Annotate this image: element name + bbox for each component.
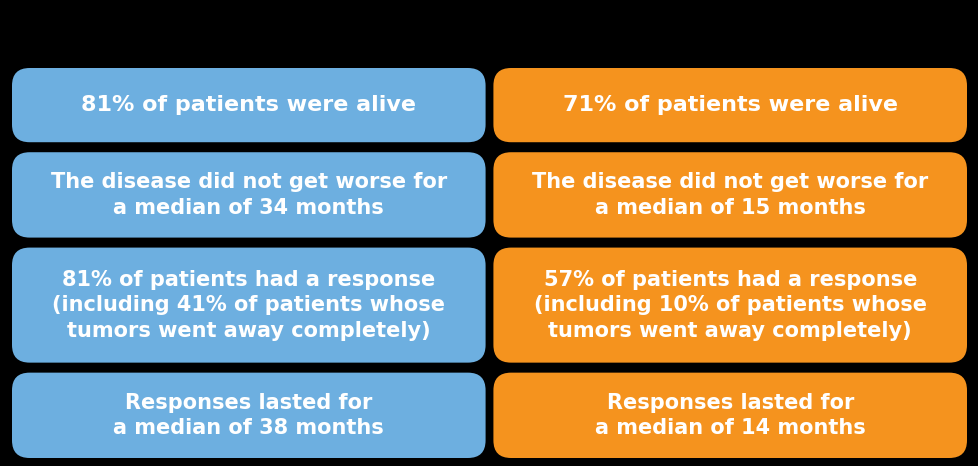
Text: Responses lasted for
a median of 14 months: Responses lasted for a median of 14 mont…: [595, 392, 865, 438]
Text: Responses lasted for
a median of 38 months: Responses lasted for a median of 38 mont…: [113, 392, 383, 438]
Text: The disease did not get worse for
a median of 34 months: The disease did not get worse for a medi…: [51, 172, 447, 218]
FancyBboxPatch shape: [12, 68, 485, 142]
FancyBboxPatch shape: [493, 68, 966, 142]
Text: 71% of patients were alive: 71% of patients were alive: [562, 95, 897, 115]
Text: 81% of patients had a response
(including 41% of patients whose
tumors went away: 81% of patients had a response (includin…: [52, 269, 445, 341]
FancyBboxPatch shape: [493, 373, 966, 458]
Text: 81% of patients were alive: 81% of patients were alive: [81, 95, 416, 115]
FancyBboxPatch shape: [12, 152, 485, 238]
FancyBboxPatch shape: [493, 152, 966, 238]
FancyBboxPatch shape: [493, 247, 966, 363]
FancyBboxPatch shape: [12, 373, 485, 458]
FancyBboxPatch shape: [12, 247, 485, 363]
Text: 57% of patients had a response
(including 10% of patients whose
tumors went away: 57% of patients had a response (includin…: [533, 269, 926, 341]
Text: The disease did not get worse for
a median of 15 months: The disease did not get worse for a medi…: [531, 172, 927, 218]
